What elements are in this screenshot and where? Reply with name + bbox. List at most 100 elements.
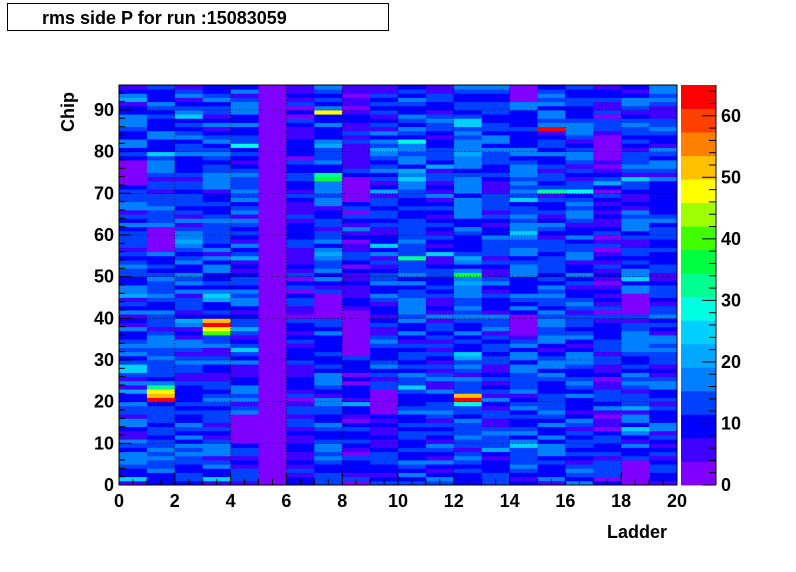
heatmap-cell [342,305,371,311]
heatmap-cell [119,455,148,461]
heatmap-cell [537,193,566,198]
heatmap-cell [453,451,483,457]
heatmap-cell [649,343,678,348]
heatmap-cell [370,130,399,136]
heatmap-cell [174,114,204,119]
heatmap-cell [621,268,650,273]
heatmap-cell [481,230,510,236]
heatmap-cell [509,401,538,407]
heatmap-cell [286,193,315,198]
heatmap-cell [230,235,259,240]
heatmap-cell [453,435,483,440]
heatmap-cell [174,101,204,107]
heatmap-cell [425,251,455,257]
heatmap-cell [370,347,399,353]
heatmap-cell [565,122,594,128]
color-scale-band [681,249,716,274]
heatmap-cell [286,364,315,369]
heatmap-cell [230,268,259,273]
heatmap-cell [565,168,594,173]
heatmap-cell [370,85,399,90]
heatmap-cell [342,451,371,457]
heatmap-cell [565,435,594,440]
heatmap-cell [230,255,259,261]
heatmap-cell [509,172,538,178]
heatmap-cell [481,393,510,398]
heatmap-cell [649,197,678,203]
heatmap-cell [230,139,259,144]
heatmap-cell [146,310,176,315]
heatmap-cell [146,376,176,382]
heatmap-cell [286,160,315,165]
heatmap-cell [453,135,483,140]
heatmap-cell [314,305,343,311]
heatmap-cell [258,201,287,207]
heatmap-cell [119,368,148,373]
heatmap-cell [481,189,510,194]
heatmap-cell [453,289,483,294]
heatmap-cell [453,285,483,290]
heatmap-cell [370,405,399,411]
heatmap-cell [286,97,315,103]
y-tick-label: 40 [94,308,114,328]
heatmap-cell [509,314,538,319]
heatmap-cell [258,243,287,248]
heatmap-cell [481,130,510,136]
heatmap-cell [370,235,399,240]
heatmap-cell [425,405,455,411]
heatmap-cell [342,280,371,286]
heatmap-cell [537,343,566,348]
heatmap-cell [202,268,231,273]
heatmap-cell [146,105,176,111]
heatmap-cell [425,205,455,211]
heatmap-cell [230,272,259,278]
heatmap-cell [230,110,259,115]
heatmap-cell [230,155,259,161]
heatmap-cell [593,214,622,219]
heatmap-cell [174,305,204,311]
heatmap-cell [537,197,566,203]
heatmap-cell [565,247,594,253]
heatmap-cell [398,435,427,440]
heatmap-cell [565,339,594,344]
heatmap-cell [509,385,538,390]
heatmap-cell [398,326,427,332]
heatmap-cell [286,443,315,448]
heatmap-cell [537,380,566,386]
heatmap-cell [537,401,566,407]
heatmap-cell [174,164,204,169]
heatmap-cell [649,214,678,219]
heatmap-cell [370,160,399,165]
heatmap-cell [146,343,176,348]
heatmap-cell [258,139,287,144]
heatmap-cell [202,135,231,140]
heatmap-cell [258,372,287,378]
heatmap-cell [621,226,650,232]
heatmap-cell [146,189,176,194]
heatmap-cell [593,122,622,128]
heatmap-cell [565,293,594,298]
heatmap-cell [230,280,259,286]
heatmap-cell [509,143,538,148]
heatmap-cell [565,193,594,198]
heatmap-cell [425,314,455,319]
heatmap-cell [509,114,538,119]
heatmap-cell [146,185,176,190]
heatmap-cell [481,164,510,169]
heatmap-cell [342,339,371,344]
heatmap-cell [342,330,371,336]
heatmap-cell [398,243,427,248]
heatmap-cell [370,476,399,482]
heatmap-cell [342,364,371,369]
heatmap-cell [593,468,622,473]
heatmap-cell [286,422,315,428]
heatmap-cell [370,343,399,348]
x-tick-label: 0 [114,491,124,511]
heatmap-cell [202,272,231,278]
heatmap-cell [174,476,204,482]
heatmap-cell [509,464,538,469]
heatmap-cell [621,301,650,307]
heatmap-cell [593,343,622,348]
heatmap-cell [621,351,650,357]
